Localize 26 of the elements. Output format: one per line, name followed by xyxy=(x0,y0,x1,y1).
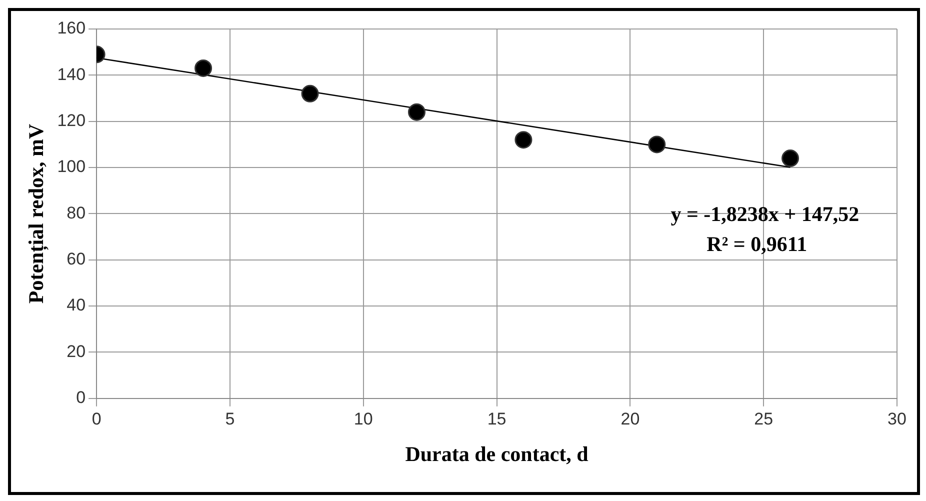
point xyxy=(648,136,666,154)
x-axis-title: Durata de contact, d xyxy=(405,442,589,466)
y-tick-label: 160 xyxy=(57,18,86,38)
y-tick-label: 40 xyxy=(66,296,86,315)
point xyxy=(301,84,319,102)
x-tick-label: 5 xyxy=(225,409,235,428)
x-tick-label: 10 xyxy=(354,409,373,428)
y-tick-label: 60 xyxy=(66,250,86,269)
point xyxy=(782,150,800,168)
x-tick-label: 30 xyxy=(888,409,906,428)
y-axis-title: Potențial redox, mV xyxy=(24,124,50,304)
y-tick-label: 80 xyxy=(66,203,86,222)
x-tick-label: 15 xyxy=(487,409,506,428)
point xyxy=(514,131,532,149)
x-tick-label: 25 xyxy=(754,409,774,428)
y-tick-label: 140 xyxy=(57,64,86,84)
y-tick-label: 20 xyxy=(66,342,86,361)
point xyxy=(194,60,212,77)
y-tick-label: 0 xyxy=(76,388,86,408)
y-tick-label: 100 xyxy=(57,157,86,176)
annotation: y = -1,8238x + 147,52 xyxy=(670,202,860,226)
x-tick-label: 20 xyxy=(620,409,640,428)
annotation: R² = 0,9611 xyxy=(706,232,808,256)
point xyxy=(408,103,426,121)
x-tick-label: 0 xyxy=(92,409,102,428)
y-tick-label: 120 xyxy=(57,111,86,130)
